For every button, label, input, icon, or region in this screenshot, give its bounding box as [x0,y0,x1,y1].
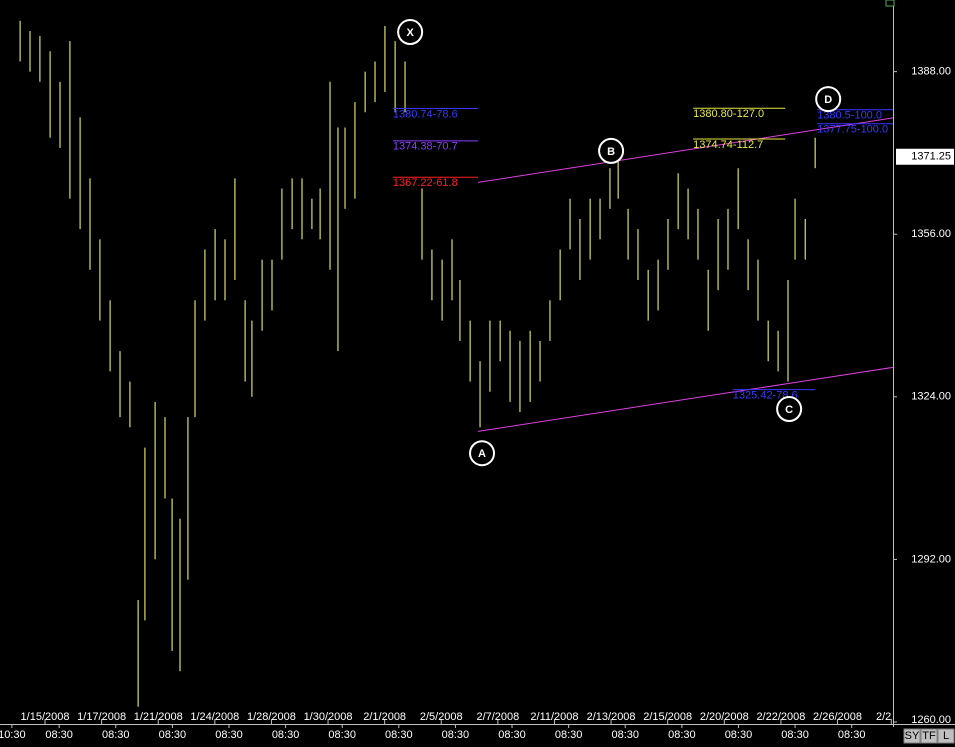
x-tick-label: 2/2 [876,711,891,723]
time-tick-label: 08:30 [555,729,583,741]
toolbar-button[interactable] [920,728,938,744]
pattern-point [815,86,842,113]
time-tick-label: 08:30 [725,729,753,741]
fib-level-label: 1325.42-78.6 [733,390,798,402]
fib-level-label: 1380.5-100.0 [817,110,882,122]
x-tick-label: 1/21/2008 [134,711,183,723]
time-tick-label: 08:30 [668,729,696,741]
toolbar-button-label[interactable]: L [943,730,949,742]
time-tick-label: 08:30 [272,729,300,741]
time-tick-label: 10:30 [0,729,26,741]
last-price-label: 1371.25 [911,151,951,163]
trend-line [477,117,894,183]
fib-level-label: 1374.38-70.7 [393,141,458,153]
time-tick-label: 08:30 [215,729,243,741]
fib-level-label: 1380.80-127.0 [693,108,764,120]
x-tick-label: 2/13/2008 [587,711,636,723]
toolbar-button-label[interactable]: SY [905,730,920,742]
x-tick-label: 2/5/2008 [420,711,463,723]
y-tick-label: 1356.00 [911,228,951,240]
x-tick-label: 2/7/2008 [476,711,519,723]
time-tick-label: 08:30 [498,729,526,741]
time-tick-label: 08:30 [838,729,866,741]
corner-icon [885,0,895,7]
pattern-label: X [406,27,414,39]
toolbar-button[interactable] [903,728,921,744]
pattern-point [776,396,803,423]
y-tick-label: 1260.00 [911,714,951,726]
fib-level-label: 1377.75-100.0 [817,124,888,136]
x-tick-label: 1/30/2008 [304,711,353,723]
y-tick-label: 1292.00 [911,553,951,565]
fib-level-label: 1380.74-78.6 [393,108,458,120]
x-tick-label: 2/1/2008 [363,711,406,723]
pattern-label: D [824,94,832,106]
time-tick-label: 08:30 [385,729,413,741]
toolbar-button[interactable] [937,728,955,744]
time-tick-label: 08:30 [159,729,187,741]
trend-line [477,366,894,432]
time-tick-label: 08:30 [611,729,639,741]
pattern-label: A [478,448,486,460]
time-tick-label: 08:30 [328,729,356,741]
pattern-label: B [607,146,615,158]
fib-level-label: 1367.22-61.8 [393,177,458,189]
time-tick-label: 08:30 [781,729,809,741]
time-tick-label: 08:30 [45,729,73,741]
x-tick-label: 1/24/2008 [190,711,239,723]
x-tick-label: 2/26/2008 [813,711,862,723]
fib-level-label: 1374.74-112.7 [693,139,763,151]
x-tick-label: 1/15/2008 [21,711,70,723]
x-tick-label: 2/11/2008 [530,711,578,723]
x-tick-label: 2/20/2008 [700,711,749,723]
x-tick-label: 2/22/2008 [756,711,805,723]
time-tick-label: 08:30 [102,729,130,741]
x-tick-label: 1/28/2008 [247,711,296,723]
pattern-point [469,440,496,467]
pattern-point [598,137,625,164]
x-tick-label: 1/17/2008 [77,711,126,723]
pattern-label: C [785,404,793,416]
time-strip [0,727,955,747]
last-price-box [896,148,954,165]
y-tick-label: 1388.00 [911,66,951,78]
y-tick-label: 1324.00 [911,391,951,403]
time-tick-label: 08:30 [442,729,470,741]
toolbar-button-label[interactable]: TF [922,730,936,742]
x-tick-label: 2/15/2008 [643,711,692,723]
pattern-point [397,19,424,46]
